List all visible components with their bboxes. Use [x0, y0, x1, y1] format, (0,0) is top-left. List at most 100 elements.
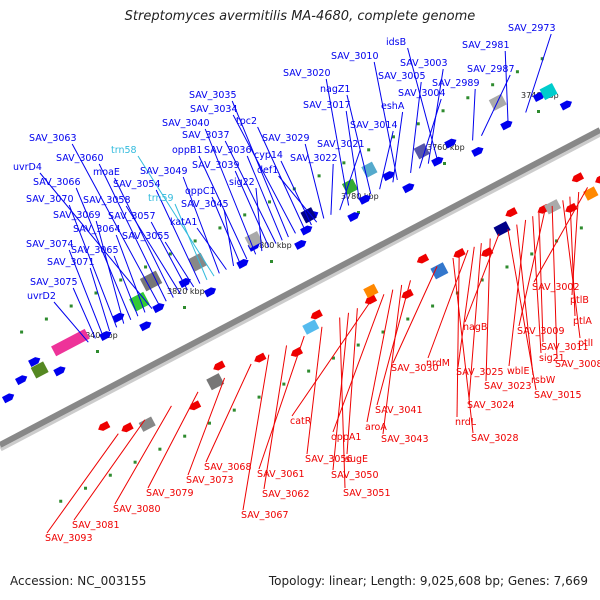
reverse-gene-label: SAV_3030 [391, 363, 439, 374]
feature-block [583, 186, 599, 201]
forward-leader-line [196, 227, 227, 270]
reverse-gene-label: SAV_3061 [257, 469, 305, 480]
reverse-gene-arrow [121, 422, 134, 433]
genome-axis [0, 127, 600, 448]
track-marker [282, 382, 286, 386]
forward-leader-line [410, 81, 422, 174]
track-marker [232, 408, 236, 412]
track-marker [416, 122, 420, 126]
reverse-leader-line [508, 219, 527, 367]
forward-gene-label: SAV_3074 [26, 239, 74, 250]
reverse-gene-label: ptlI [578, 338, 593, 349]
forward-gene-label: katA1 [170, 217, 197, 228]
track-marker [243, 213, 247, 217]
reverse-leader-line [339, 317, 346, 489]
tick-label: 3760 kbp [427, 143, 465, 152]
track-marker [44, 317, 48, 321]
track-marker [207, 421, 211, 425]
track-marker [193, 239, 197, 243]
track-marker [555, 239, 559, 243]
forward-gene-label: trn59 [148, 193, 174, 204]
reverse-gene-label: SAV_3079 [146, 488, 194, 499]
forward-gene-label: SAV_3049 [140, 166, 188, 177]
reverse-gene-label: nrdL [455, 417, 477, 428]
track-marker [119, 278, 123, 282]
reverse-gene-arrow [188, 400, 202, 411]
reverse-gene-label: sig21 [539, 353, 565, 364]
track-marker [356, 343, 360, 347]
feature-block [539, 82, 558, 101]
forward-gene-label: nagZ1 [320, 84, 350, 95]
reverse-gene-label: SAV_3081 [72, 520, 120, 531]
track-marker [441, 109, 445, 113]
reverse-leader-line [464, 233, 500, 323]
feature-block [188, 252, 208, 272]
forward-gene-arrow [178, 278, 191, 288]
forward-gene-arrow [500, 120, 513, 131]
forward-leader-line [150, 221, 188, 291]
tick-marker [443, 162, 446, 165]
reverse-leader-line [533, 187, 589, 283]
forward-gene-label: SAV_3034 [190, 104, 238, 115]
forward-gene-label: SAV_3063 [29, 133, 77, 144]
tick-label: 3780 kbp [341, 192, 379, 201]
reverse-leader-line [382, 284, 403, 435]
reverse-leader-line [258, 335, 305, 470]
track-marker [158, 447, 162, 451]
reverse-gene-arrow [254, 352, 267, 363]
forward-leader-line [98, 163, 167, 302]
track-marker [342, 161, 346, 165]
forward-leader-line [232, 114, 296, 234]
forward-gene-label: oppC1 [185, 186, 216, 197]
feature-block [361, 161, 378, 178]
tick-marker [537, 110, 540, 113]
reverse-gene-label: SAV_3056 [305, 454, 353, 465]
track-marker [108, 473, 112, 477]
forward-leader-line [280, 160, 312, 226]
forward-leader-line [224, 140, 277, 244]
reverse-leader-line [551, 205, 558, 360]
track-marker [431, 304, 435, 308]
forward-leader-line [182, 176, 220, 274]
forward-gene-arrow [382, 171, 395, 182]
forward-gene-label: sig22 [229, 177, 255, 188]
reverse-gene-arrow [505, 207, 518, 218]
track-marker [59, 499, 63, 503]
reverse-leader-line [468, 243, 482, 401]
forward-gene-label: SAV_3004 [398, 88, 446, 99]
feature-block [363, 283, 379, 299]
forward-gene-label: eshA [381, 101, 405, 112]
forward-leader-line [373, 61, 398, 181]
feature-block [493, 221, 511, 237]
reverse-gene-arrow [364, 294, 378, 305]
reverse-gene-label: SAV_3023 [484, 381, 532, 392]
tick-marker [357, 211, 360, 214]
reverse-leader-line [147, 391, 199, 489]
forward-leader-line [68, 204, 118, 328]
forward-leader-line [246, 155, 283, 241]
feature-block [138, 416, 156, 432]
forward-leader-line [278, 175, 318, 223]
reverse-gene-label: SAV_3050 [331, 470, 379, 481]
reverse-gene-label: SAV_3062 [262, 489, 310, 500]
forward-leader-line [155, 189, 201, 284]
reverse-leader-line [263, 345, 288, 490]
forward-leader-line [113, 255, 139, 317]
forward-leader-line [504, 50, 509, 122]
forward-leader-line [480, 74, 511, 136]
forward-gene-label: uvrD2 [27, 291, 56, 302]
forward-gene-label: SAV_3065 [71, 245, 119, 256]
forward-gene-label: SAV_3021 [317, 139, 365, 150]
forward-gene-label: SAV_3003 [400, 58, 448, 69]
forward-leader-line [137, 155, 215, 277]
forward-leader-line [114, 177, 174, 298]
forward-gene-label: SAV_3066 [33, 177, 81, 188]
track-marker [367, 148, 371, 152]
forward-gene-label: SAV_3075 [30, 277, 78, 288]
forward-gene-arrow [15, 375, 28, 386]
feature-block [139, 270, 163, 292]
track-marker [268, 200, 272, 204]
forward-gene-arrow [532, 92, 546, 103]
forward-leader-line [234, 170, 270, 248]
forward-gene-label: SAV_2973 [508, 23, 556, 34]
